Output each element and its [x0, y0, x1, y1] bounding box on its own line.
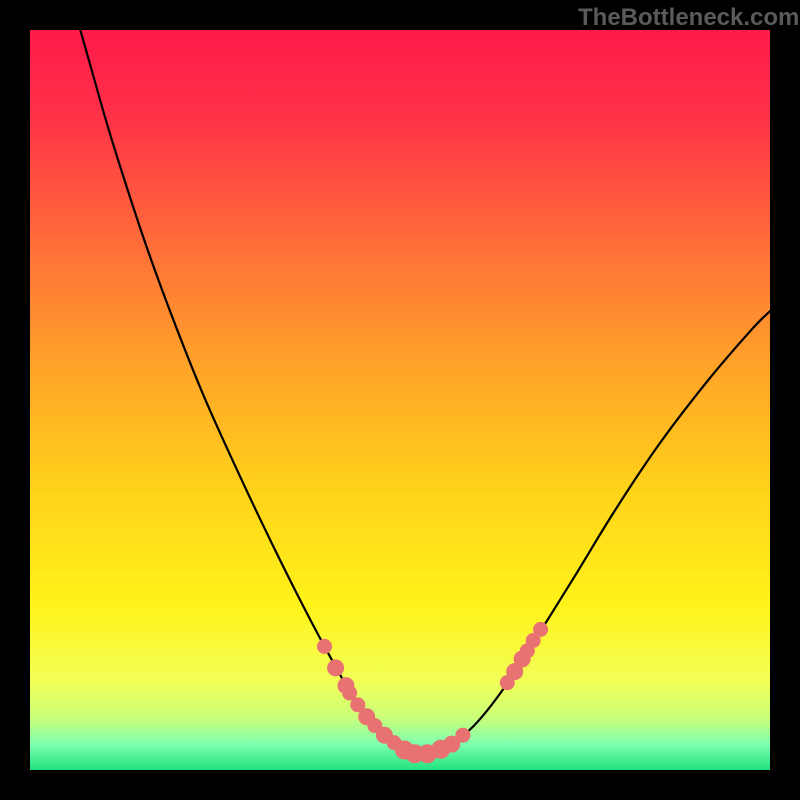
- data-marker: [328, 660, 344, 676]
- plot-area: [30, 30, 770, 770]
- data-marker: [343, 686, 357, 700]
- watermark-text: TheBottleneck.com: [578, 4, 799, 32]
- data-marker: [456, 728, 470, 742]
- data-marker: [318, 639, 332, 653]
- data-marker: [534, 622, 548, 636]
- bottleneck-chart: [0, 0, 800, 800]
